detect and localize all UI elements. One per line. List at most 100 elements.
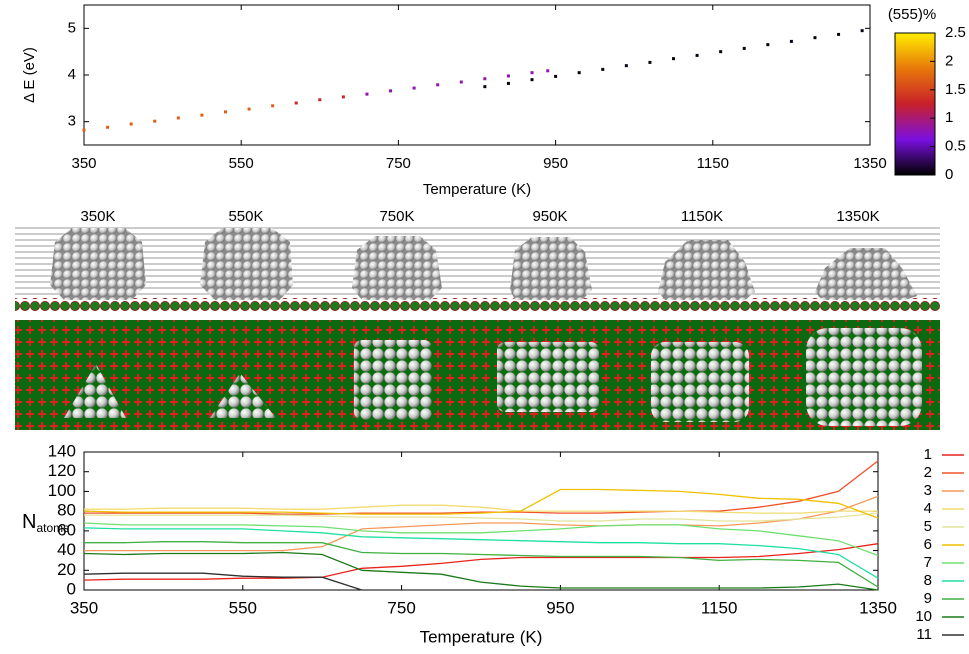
point: [365, 93, 368, 96]
x-tick-label: 750: [386, 155, 411, 172]
point: [224, 110, 227, 113]
legend-label: 8: [924, 572, 932, 589]
point: [578, 71, 581, 74]
cluster-top: [497, 342, 599, 412]
y-tick-label: 40: [57, 540, 76, 559]
point: [554, 75, 557, 78]
legend-label: 11: [916, 626, 932, 643]
series-line: [84, 553, 878, 591]
x-tick-label: 1350: [859, 598, 897, 617]
panel-label: 950K: [532, 208, 567, 225]
cluster-top: [806, 328, 922, 426]
cluster-side: [50, 228, 146, 300]
series-line: [84, 513, 878, 521]
point: [460, 81, 463, 84]
legend-label: 7: [924, 554, 932, 571]
substrate-top: [15, 320, 940, 430]
legend-label: 4: [924, 500, 932, 517]
y-tick-label: 100: [48, 481, 76, 500]
x-axis-label: Temperature (K): [420, 627, 543, 646]
point: [719, 50, 722, 53]
cluster-top: [354, 340, 432, 420]
point: [436, 83, 439, 86]
series-line: [84, 544, 878, 580]
colorbar-tick-label: 0.5: [945, 138, 966, 155]
point: [271, 104, 274, 107]
panel-label: 1150K: [681, 208, 723, 225]
y-tick-label: 4: [68, 66, 76, 83]
point: [177, 116, 180, 119]
cluster-top: [651, 342, 749, 422]
cluster-side: [200, 228, 293, 300]
series-line: [84, 573, 362, 590]
plot-frame: [84, 5, 870, 145]
point: [318, 98, 321, 101]
point: [672, 57, 675, 60]
series-line: [84, 461, 878, 514]
y-tick-label: 20: [57, 560, 76, 579]
point: [507, 74, 510, 77]
point: [696, 54, 699, 57]
y-tick-label: 0: [67, 579, 76, 598]
panel-label: 550K: [228, 208, 263, 225]
legend-label: 5: [924, 518, 932, 535]
y-label-sub: atoms: [36, 521, 69, 535]
x-tick-label: 950: [546, 598, 574, 617]
series-line: [84, 496, 878, 550]
point: [531, 71, 534, 74]
legend-label: 3: [924, 482, 932, 499]
colorbar-tick-label: 2.5: [945, 24, 966, 41]
point: [743, 47, 746, 50]
point: [625, 64, 628, 67]
x-tick-label: 350: [71, 155, 96, 172]
cluster-side: [658, 240, 755, 300]
colorbar-title: (555)%: [888, 6, 936, 23]
substrate-side: [15, 298, 940, 311]
point: [861, 29, 864, 32]
colorbar: [895, 33, 935, 175]
x-tick-label: 350: [70, 598, 98, 617]
point: [546, 69, 549, 72]
x-tick-label: 950: [543, 155, 568, 172]
colorbar-tick-label: 1: [945, 109, 953, 126]
legend-label: 10: [915, 608, 932, 625]
x-tick-label: 550: [229, 155, 254, 172]
point: [507, 82, 510, 85]
x-tick-label: 1150: [697, 155, 729, 172]
x-tick-label: 1350: [853, 155, 886, 172]
layer-lines: [15, 228, 940, 294]
point: [483, 85, 486, 88]
point: [83, 129, 86, 132]
point: [248, 108, 251, 111]
point: [153, 120, 156, 123]
y-tick-label: 120: [48, 461, 76, 480]
y-tick-label: 140: [48, 441, 76, 460]
point: [130, 123, 133, 126]
point: [648, 61, 651, 64]
point: [813, 36, 816, 39]
point: [413, 87, 416, 90]
legend-label: 6: [924, 536, 932, 553]
colorbar-tick-label: 2: [945, 52, 953, 69]
panel-label: 1350K: [836, 208, 879, 225]
point: [106, 126, 109, 129]
legend-label: 2: [924, 464, 932, 481]
y-tick-label: 80: [57, 501, 76, 520]
colorbar-tick-label: 0: [945, 166, 953, 183]
point: [766, 43, 769, 46]
y-tick-label: 3: [68, 113, 76, 130]
point: [295, 102, 298, 105]
point: [483, 77, 486, 80]
series-line: [84, 542, 878, 587]
x-tick-label: 750: [387, 598, 415, 617]
x-tick-label: 550: [229, 598, 257, 617]
point: [790, 40, 793, 43]
point: [601, 68, 604, 71]
x-tick-label: 1150: [701, 598, 738, 617]
x-axis-label: Temperature (K): [423, 181, 531, 198]
panel-label: 750K: [379, 208, 414, 225]
y-axis-label: Δ E (eV): [21, 47, 38, 103]
point: [389, 89, 392, 92]
colorbar-tick-label: 1.5: [945, 81, 966, 98]
